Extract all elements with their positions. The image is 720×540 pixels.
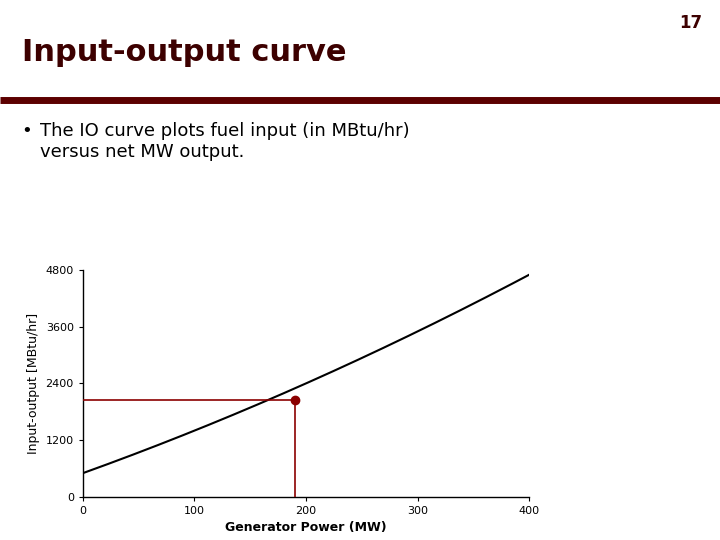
Text: The IO curve plots fuel input (in MBtu/hr): The IO curve plots fuel input (in MBtu/h… bbox=[40, 122, 409, 139]
Text: •: • bbox=[22, 122, 32, 139]
Text: 17: 17 bbox=[679, 14, 702, 31]
Text: versus net MW output.: versus net MW output. bbox=[40, 143, 244, 161]
Y-axis label: Input-output [MBtu/hr]: Input-output [MBtu/hr] bbox=[27, 313, 40, 454]
Text: Input-output curve: Input-output curve bbox=[22, 38, 346, 67]
X-axis label: Generator Power (MW): Generator Power (MW) bbox=[225, 522, 387, 535]
